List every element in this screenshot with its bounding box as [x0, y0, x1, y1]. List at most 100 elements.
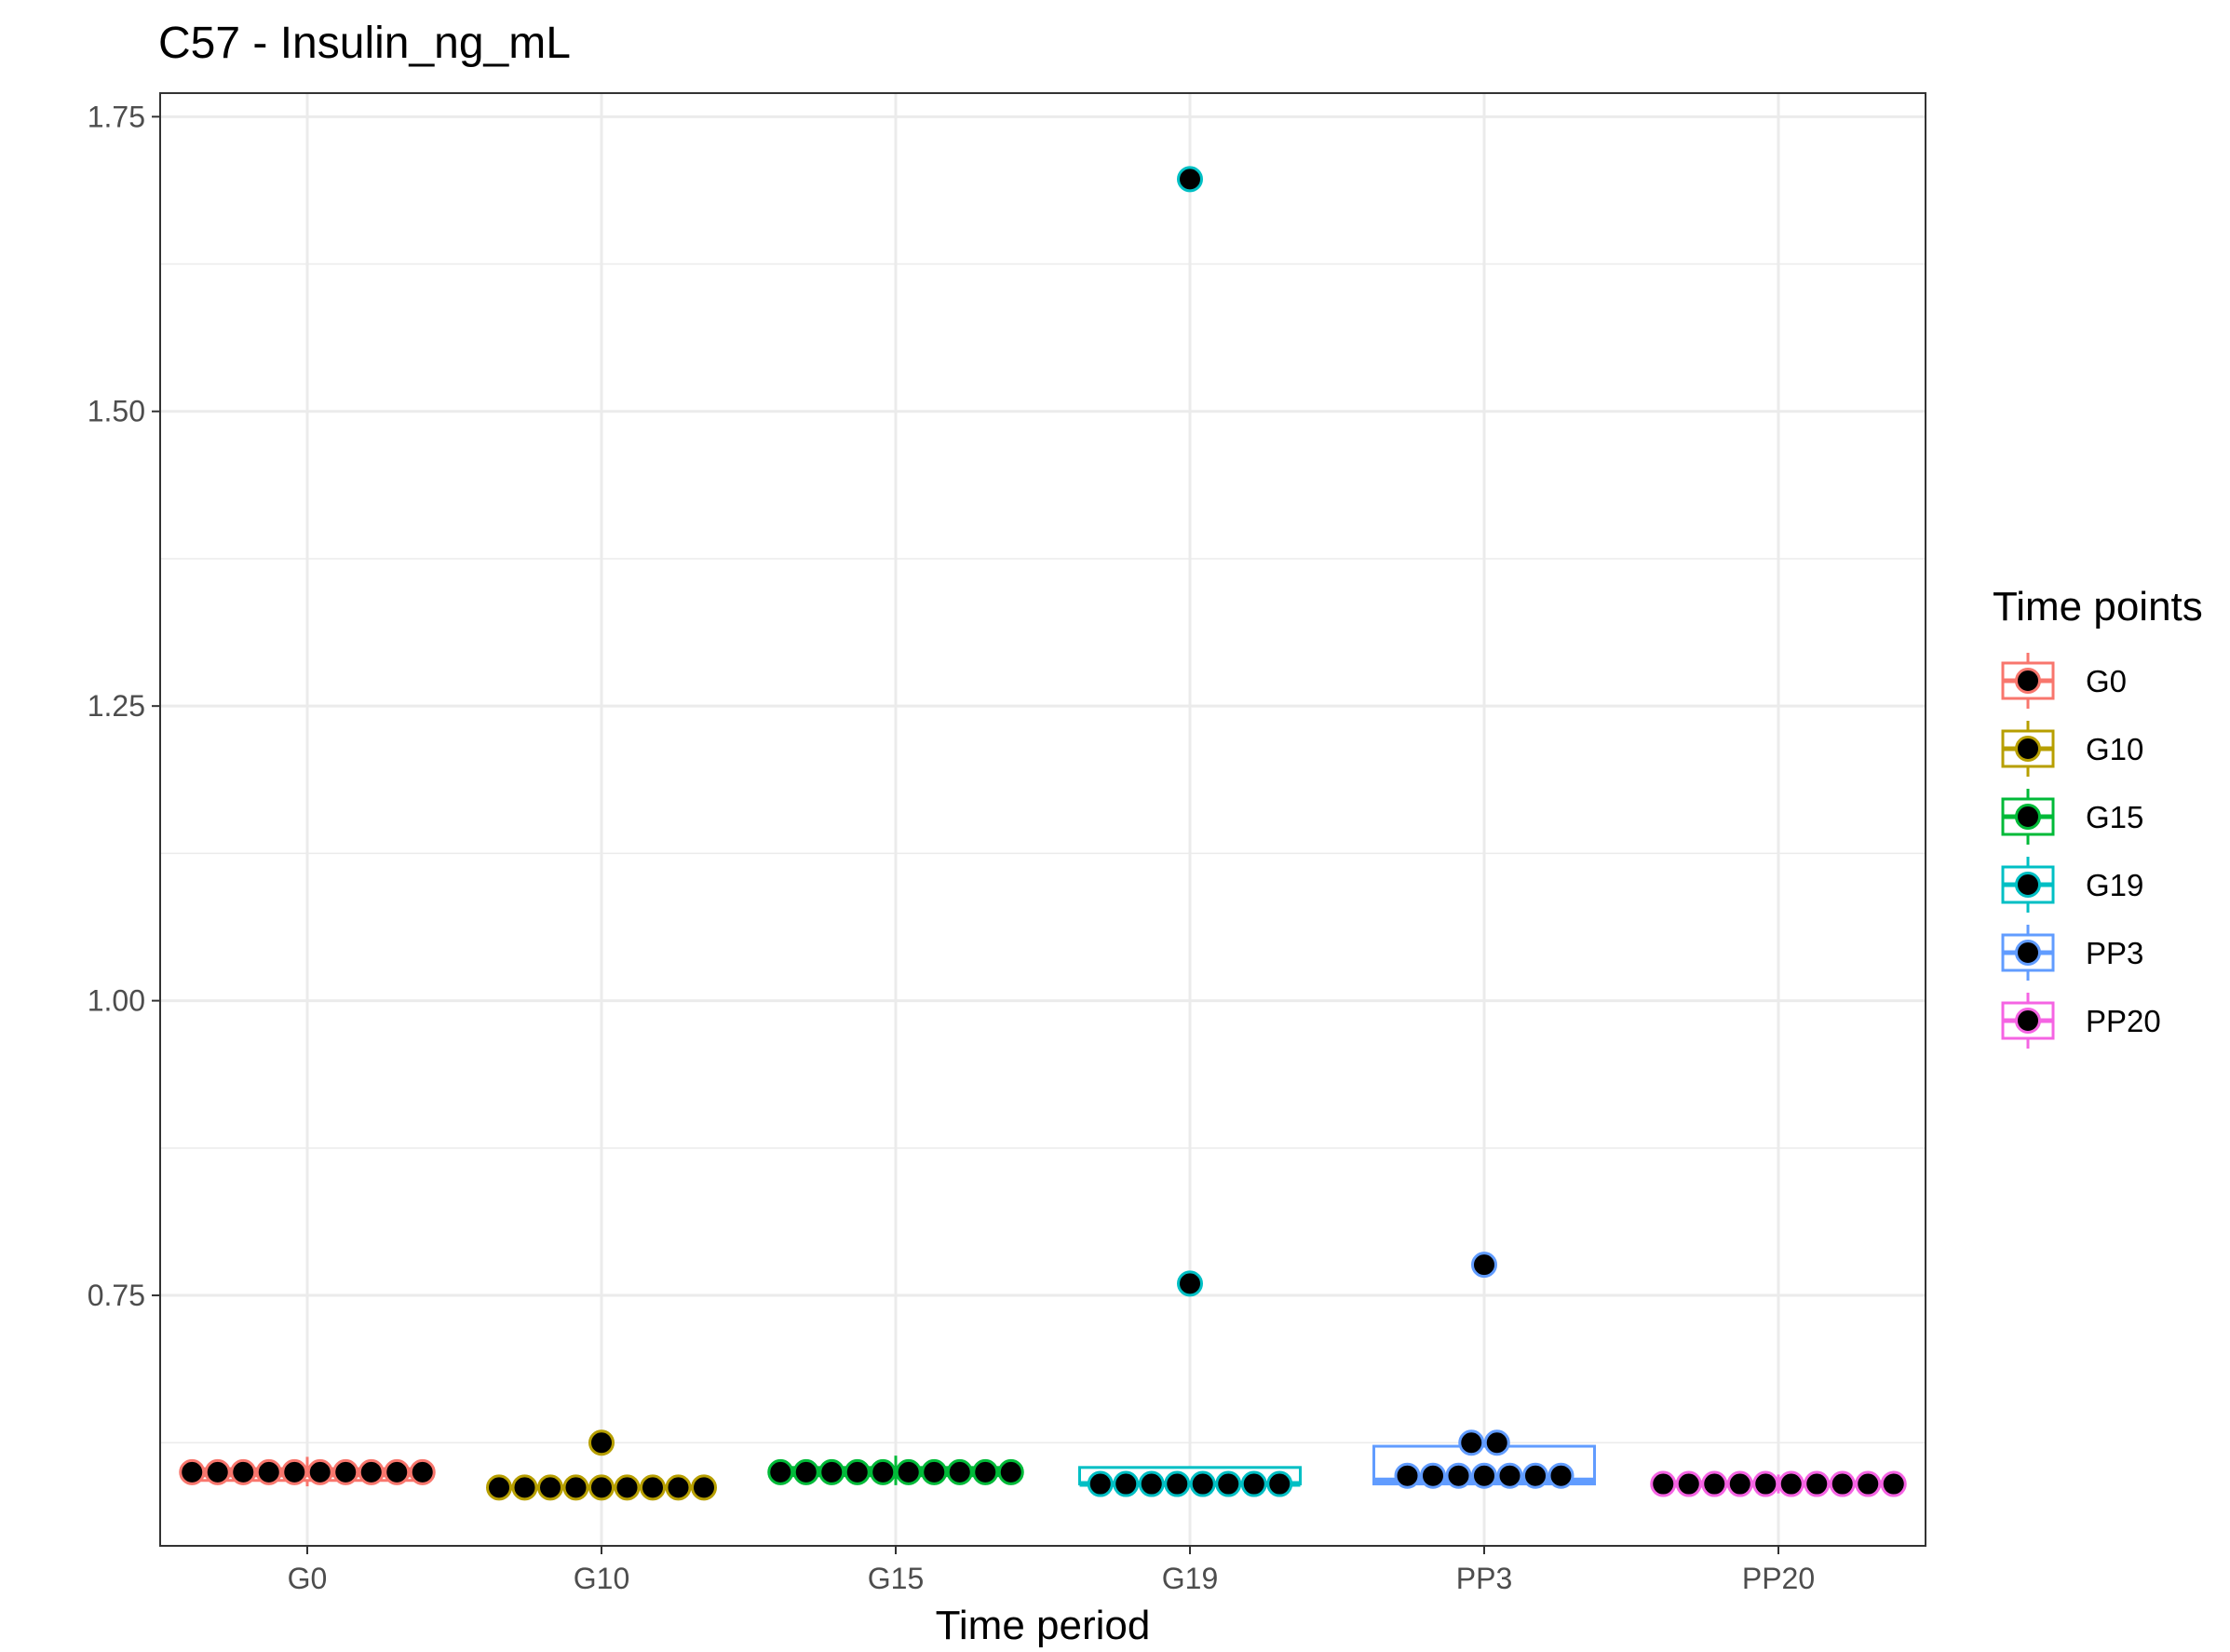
- legend-key-point: [2015, 668, 2041, 694]
- point-G15: [767, 1458, 794, 1485]
- point-G10: [691, 1474, 717, 1501]
- point-PP3: [1458, 1429, 1485, 1456]
- point-G19: [1113, 1470, 1140, 1497]
- grid: [160, 93, 1926, 1546]
- point-G15: [972, 1458, 999, 1485]
- point-PP20: [1829, 1470, 1856, 1497]
- legend-item-G15: G15: [2001, 789, 2143, 845]
- point-PP3: [1420, 1462, 1446, 1489]
- point-G15: [844, 1458, 871, 1485]
- point-G15: [895, 1458, 922, 1485]
- point-G0: [306, 1458, 333, 1485]
- legend-label: G19: [2086, 868, 2143, 902]
- point-G0: [255, 1458, 282, 1485]
- legend-label: PP3: [2086, 936, 2143, 970]
- x-tick-label: G15: [868, 1562, 924, 1595]
- point-G15: [818, 1458, 845, 1485]
- point-G0: [358, 1458, 385, 1485]
- x-tick-label: G0: [288, 1562, 328, 1595]
- legend-key-point: [2015, 736, 2041, 762]
- legend-title: Time points: [1993, 584, 2203, 630]
- point-G19: [1177, 1270, 1203, 1297]
- point-G0: [281, 1458, 308, 1485]
- legend-item-G19: G19: [2001, 857, 2143, 913]
- legend-items: G0 G10 G15 G19 PP3 PP20: [2001, 653, 2161, 1049]
- point-PP3: [1522, 1462, 1548, 1489]
- point-G0: [204, 1458, 231, 1485]
- point-PP3: [1445, 1462, 1472, 1489]
- y-tick-label: 1.50: [88, 395, 145, 428]
- point-PP20: [1675, 1470, 1702, 1497]
- point-G15: [921, 1458, 948, 1485]
- point-G10: [511, 1474, 538, 1501]
- legend-key-point: [2015, 804, 2041, 830]
- x-tick-label: G10: [574, 1562, 629, 1595]
- legend-item-PP3: PP3: [2001, 925, 2143, 981]
- point-G19: [1138, 1470, 1165, 1497]
- point-G19: [1164, 1470, 1191, 1497]
- point-G10: [562, 1474, 589, 1501]
- point-G10: [486, 1474, 512, 1501]
- panel-background: [160, 93, 1926, 1546]
- legend-label: G0: [2086, 664, 2127, 698]
- point-G10: [588, 1429, 615, 1456]
- point-G0: [384, 1458, 411, 1485]
- point-G15: [870, 1458, 897, 1485]
- point-PP3: [1483, 1429, 1510, 1456]
- points: [179, 166, 1907, 1501]
- point-PP20: [1880, 1470, 1907, 1497]
- point-G15: [946, 1458, 973, 1485]
- chart-title: C57 - Insulin_ng_mL: [158, 19, 571, 68]
- legend-item-PP20: PP20: [2001, 993, 2161, 1049]
- point-PP3: [1394, 1462, 1421, 1489]
- point-PP20: [1777, 1470, 1804, 1497]
- panel-border: [159, 92, 1926, 1547]
- y-axis: 0.75 1.00 1.25 1.50 1.75: [88, 100, 160, 1312]
- y-tick-label: 1.75: [88, 100, 145, 133]
- legend-label: G15: [2086, 800, 2143, 834]
- point-G19: [1177, 166, 1203, 193]
- point-G10: [614, 1474, 641, 1501]
- point-PP3: [1496, 1462, 1523, 1489]
- point-PP20: [1650, 1470, 1677, 1497]
- y-tick-label: 1.00: [88, 984, 145, 1018]
- legend-key-point: [2015, 872, 2041, 898]
- y-tick-label: 1.25: [88, 689, 145, 723]
- legend-key-point: [2015, 940, 2041, 966]
- legend-label: PP20: [2086, 1004, 2161, 1038]
- point-PP20: [1752, 1470, 1779, 1497]
- point-G19: [1189, 1470, 1216, 1497]
- x-axis: G0 G10 G15 G19 PP3 PP20: [288, 1546, 1815, 1595]
- point-PP3: [1471, 1252, 1497, 1279]
- point-G19: [1240, 1470, 1267, 1497]
- legend-item-G10: G10: [2001, 721, 2143, 777]
- point-G10: [640, 1474, 666, 1501]
- point-PP20: [1855, 1470, 1882, 1497]
- y-tick-label: 0.75: [88, 1279, 145, 1312]
- point-G10: [665, 1474, 692, 1501]
- point-G15: [997, 1458, 1024, 1485]
- x-axis-title: Time period: [936, 1603, 1151, 1648]
- point-G15: [792, 1458, 819, 1485]
- point-G10: [588, 1474, 615, 1501]
- point-PP3: [1471, 1462, 1497, 1489]
- legend-key-point: [2015, 1008, 2041, 1034]
- point-G0: [409, 1458, 436, 1485]
- point-G0: [230, 1458, 257, 1485]
- legend: Time points G0 G10 G15 G19 PP3 PP20: [1993, 584, 2203, 1049]
- point-G19: [1266, 1470, 1293, 1497]
- point-PP20: [1804, 1470, 1831, 1497]
- point-G0: [332, 1458, 359, 1485]
- legend-item-G0: G0: [2001, 653, 2127, 709]
- plot-area: [159, 92, 1926, 1547]
- point-PP3: [1547, 1462, 1575, 1489]
- point-PP20: [1726, 1470, 1753, 1497]
- point-G19: [1087, 1470, 1114, 1497]
- x-tick-label: PP3: [1456, 1562, 1512, 1595]
- point-G0: [179, 1458, 206, 1485]
- x-tick-label: PP20: [1742, 1562, 1815, 1595]
- point-G10: [537, 1474, 563, 1501]
- point-PP20: [1701, 1470, 1728, 1497]
- point-G19: [1215, 1470, 1242, 1497]
